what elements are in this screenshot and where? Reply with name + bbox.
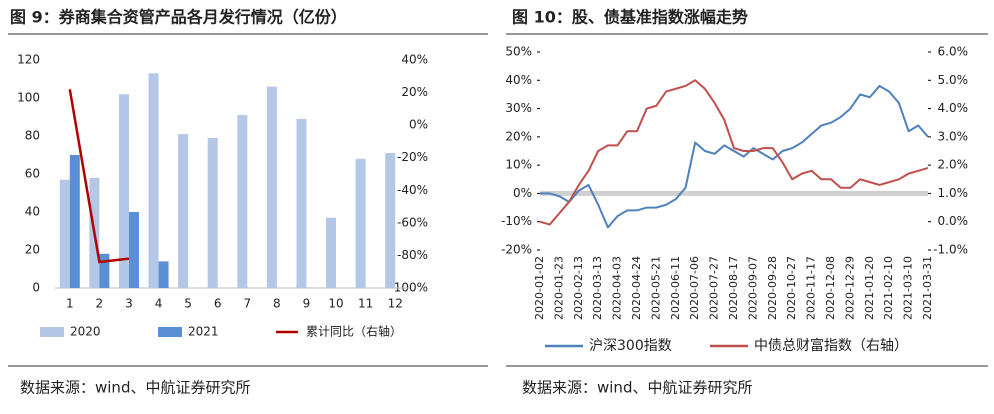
- x-tick-label: 11: [358, 297, 373, 311]
- y2-tick-label: -40%: [397, 183, 428, 197]
- y-tick-label: 0%: [513, 186, 532, 200]
- x-tick-label: 2020-02-13: [572, 256, 585, 320]
- y2-tick-label: 3.0%: [938, 129, 969, 143]
- y2-tick-label: -20%: [397, 150, 428, 164]
- y2-tick-label: 20%: [401, 85, 428, 99]
- x-tick-label: 5: [184, 297, 192, 311]
- y2-tick-label: 40%: [401, 53, 428, 67]
- line: [68, 89, 130, 264]
- y-tick-label: -20%: [501, 243, 532, 257]
- legend-label: 沪深300指数: [589, 338, 672, 354]
- x-tick-label: 2020-12-29: [843, 256, 856, 320]
- x-tick-label: 2020-11-17: [805, 256, 818, 320]
- y-tick-label: 20: [25, 243, 40, 257]
- legend-label: 2020: [70, 325, 101, 339]
- source: 数据来源：wind、中航证券研究所: [20, 379, 250, 397]
- y-tick-label: 80: [25, 129, 40, 143]
- x-tick-label: 2: [96, 297, 104, 311]
- bar: [237, 115, 248, 288]
- legend-label: 2021: [188, 325, 219, 339]
- bar: [69, 155, 80, 288]
- bar: [128, 212, 139, 288]
- y-tick-label: 20%: [505, 129, 532, 143]
- x-tick-label: 2020-10-27: [785, 256, 798, 320]
- y-tick-label: 100: [17, 91, 40, 105]
- x-tick-label: 4: [155, 297, 163, 311]
- legend-label: 中债总财富指数（右轴）: [754, 337, 908, 354]
- y-tick-label: 60: [25, 167, 40, 181]
- x-tick-label: 2021-01-20: [863, 256, 876, 320]
- y-tick-label: 0: [32, 281, 40, 295]
- y-tick-label: 10%: [505, 158, 532, 172]
- bar: [207, 137, 218, 288]
- chart-title: 图 9：券商集合资管产品各月发行情况（亿份）: [10, 8, 347, 27]
- y-tick-label: -10%: [501, 214, 532, 228]
- y2-tick-label: 6.0%: [938, 45, 969, 59]
- y-tick-label: 40%: [505, 73, 532, 87]
- y-tick-label: 40: [25, 205, 40, 219]
- chart-title: 图 10：股、债基准指数涨幅走势: [512, 8, 748, 27]
- x-tick-label: 2020-03-13: [591, 256, 604, 320]
- source: 数据来源：wind、中航证券研究所: [522, 379, 752, 397]
- y2-tick-label: -60%: [397, 215, 428, 229]
- bar: [158, 261, 169, 288]
- legend-swatch: [158, 327, 182, 337]
- bar: [326, 217, 337, 288]
- y-tick-label: 120: [17, 53, 40, 67]
- x-tick-label: 9: [303, 297, 311, 311]
- x-tick-label: 7: [243, 297, 251, 311]
- bar: [118, 94, 129, 288]
- x-tick-label: 6: [214, 297, 222, 311]
- y-tick-label: 50%: [505, 45, 532, 59]
- y2-tick-label: 0%: [409, 118, 428, 132]
- x-tick-label: 12: [388, 297, 403, 311]
- x-tick-label: 2020-06-11: [669, 256, 682, 320]
- x-tick-label: 2020-05-21: [649, 256, 662, 320]
- line: [539, 79, 929, 226]
- x-tick-label: 2020-08-17: [727, 256, 740, 320]
- x-tick-label: 2020-01-23: [552, 256, 565, 320]
- bar: [385, 153, 396, 288]
- bar: [59, 179, 70, 288]
- x-tick-label: 2021-02-10: [882, 256, 895, 320]
- x-tick-label: 8: [273, 297, 281, 311]
- x-tick-label: 2020-04-24: [630, 256, 643, 320]
- x-tick-label: 2020-09-28: [766, 256, 779, 320]
- bar: [266, 86, 277, 288]
- bar: [296, 118, 307, 289]
- x-tick-label: 2021-03-10: [902, 256, 915, 320]
- x-tick-label: 2020-04-03: [611, 256, 624, 320]
- line: [540, 84, 929, 229]
- x-tick-label: 3: [125, 297, 133, 311]
- x-tick-label: 2020-01-02: [533, 256, 546, 320]
- y2-tick-label: 2.0%: [938, 158, 969, 172]
- y2-tick-label: 0.0%: [938, 214, 969, 228]
- bar: [99, 253, 110, 288]
- x-tick-label: 10: [328, 297, 343, 311]
- x-tick-label: 2020-07-27: [708, 256, 721, 320]
- y-tick-label: 30%: [505, 101, 532, 115]
- legend-label: 累计同比（右轴）: [306, 324, 402, 339]
- y2-tick-label: 4.0%: [938, 101, 969, 115]
- bar: [148, 73, 159, 288]
- x-tick-label: 2021-03-31: [921, 256, 934, 320]
- x-tick-label: 2020-09-07: [746, 256, 759, 320]
- x-tick-label: 2020-12-08: [824, 256, 837, 320]
- x-tick-label: 2020-07-06: [688, 256, 701, 320]
- y2-tick-label: 1.0%: [938, 186, 969, 200]
- y2-tick-label: 5.0%: [938, 73, 969, 87]
- y2-tick-label: -1.0%: [933, 243, 968, 257]
- bar: [355, 158, 366, 288]
- legend-swatch: [40, 327, 64, 337]
- bar: [178, 134, 189, 288]
- x-tick-label: 1: [66, 297, 74, 311]
- y2-tick-label: -80%: [397, 248, 428, 262]
